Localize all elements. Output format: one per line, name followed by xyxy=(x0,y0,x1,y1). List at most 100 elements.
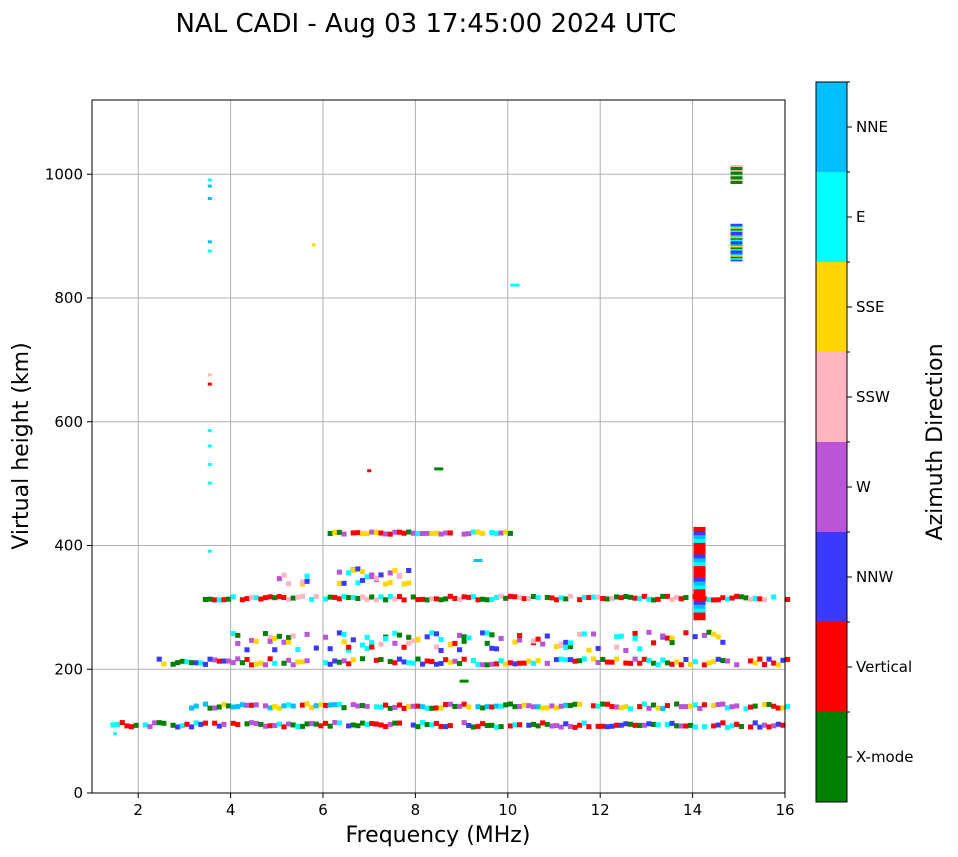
echo-mark xyxy=(470,594,476,600)
echo-mark xyxy=(785,704,791,710)
echo-mark xyxy=(216,704,222,710)
echo-mark xyxy=(198,721,204,727)
colorbar-label-vertical: Vertical xyxy=(856,658,912,676)
echo-mark xyxy=(207,656,213,662)
echo-column-mark xyxy=(730,240,743,243)
echo-mark xyxy=(438,597,444,603)
echo-mark xyxy=(743,595,749,601)
echo-mark xyxy=(692,634,698,640)
echo-column-mark xyxy=(693,534,706,540)
echo-mark xyxy=(115,721,121,727)
echo-column-mark xyxy=(730,251,743,254)
echo-mark xyxy=(660,657,666,663)
echo-mark xyxy=(480,662,486,668)
echo-mark xyxy=(456,647,463,653)
echo-mark xyxy=(373,597,379,603)
echo-mark xyxy=(420,704,426,710)
echo-mark xyxy=(470,529,476,535)
echo-mark xyxy=(359,594,366,600)
echo-mark xyxy=(692,724,698,730)
echo-mark xyxy=(401,530,407,536)
echo-mark xyxy=(761,722,768,728)
echo-mark xyxy=(244,596,250,602)
echo-mark xyxy=(678,723,684,729)
echo-mark xyxy=(517,704,523,710)
echo-mark xyxy=(720,658,726,664)
echo-mark xyxy=(674,594,680,600)
echo-mark xyxy=(281,572,287,578)
echo-point xyxy=(207,382,212,386)
echo-mark xyxy=(281,724,287,730)
echo-mark xyxy=(401,581,407,587)
echo-mark xyxy=(443,724,449,730)
echo-mark xyxy=(683,630,689,636)
echo-mark xyxy=(461,720,467,726)
echo-mark xyxy=(600,723,606,729)
echo-mark xyxy=(748,704,754,710)
echo-mark xyxy=(373,657,379,663)
echo-mark xyxy=(424,722,430,728)
echo-mark xyxy=(706,629,712,635)
echo-mark xyxy=(267,705,273,711)
echo-mark xyxy=(660,633,666,639)
echo-mark xyxy=(350,657,356,663)
echo-mark xyxy=(327,661,333,667)
echo-mark xyxy=(558,643,564,649)
echo-mark xyxy=(272,647,278,653)
echo-mark xyxy=(452,595,458,601)
echo-mark xyxy=(336,596,342,602)
echo-mark xyxy=(535,636,541,642)
echo-mark xyxy=(692,702,698,708)
echo-mark xyxy=(383,531,389,537)
echo-mark xyxy=(651,640,657,646)
echo-mark xyxy=(244,702,250,708)
echo-mark xyxy=(729,704,735,710)
echo-column-mark xyxy=(693,592,706,598)
echo-mark xyxy=(239,660,245,666)
echo-mark xyxy=(189,705,195,711)
echo-mark xyxy=(387,659,393,665)
echo-mark xyxy=(711,631,717,637)
echo-mark xyxy=(410,703,416,709)
echo-mark xyxy=(507,530,513,536)
echo-column-mark xyxy=(730,231,743,234)
echo-mark xyxy=(711,659,717,665)
echo-mark xyxy=(461,634,467,640)
colorbar-label-nne: NNE xyxy=(856,118,888,136)
echo-mark xyxy=(563,596,569,602)
echo-mark xyxy=(766,656,772,662)
echo-mark xyxy=(420,596,426,602)
echo-mark xyxy=(359,703,366,709)
echo-mark xyxy=(683,723,689,729)
colorbar-segment-vertical xyxy=(816,622,847,712)
echo-mark xyxy=(535,595,541,601)
echo-mark xyxy=(420,661,426,667)
echo-mark xyxy=(383,724,389,730)
echo-mark xyxy=(512,594,518,600)
echo-mark xyxy=(715,702,721,708)
echo-mark xyxy=(249,702,255,708)
echo-mark xyxy=(512,704,518,710)
echo-mark xyxy=(378,530,384,536)
echo-mark xyxy=(253,595,259,601)
echo-column-mark xyxy=(730,180,743,183)
echo-mark xyxy=(664,660,670,666)
echo-mark xyxy=(216,658,222,664)
echo-mark xyxy=(604,701,610,707)
echo-mark xyxy=(724,658,731,664)
echo-mark xyxy=(415,656,421,662)
echo-mark xyxy=(124,723,130,729)
echo-point xyxy=(207,197,212,200)
echo-mark xyxy=(775,705,781,711)
echo-mark xyxy=(253,720,259,726)
echo-mark xyxy=(299,579,306,585)
echo-mark xyxy=(780,657,786,663)
echo-mark xyxy=(484,640,490,646)
echo-mark xyxy=(392,720,398,726)
echo-mark xyxy=(387,570,393,576)
echo-column-mark xyxy=(730,172,743,175)
echo-mark xyxy=(572,724,578,730)
echo-mark xyxy=(184,659,190,665)
echo-mark xyxy=(207,705,213,711)
echo-mark xyxy=(286,702,292,708)
